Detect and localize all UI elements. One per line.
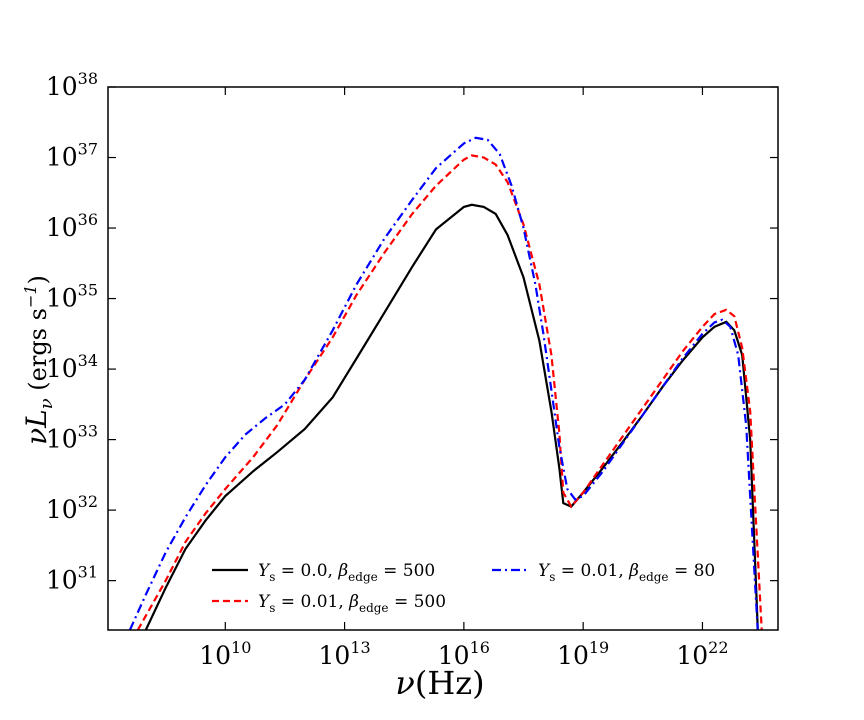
y-tick-label: 1033 (46, 422, 98, 454)
series-layer (128, 136, 763, 630)
x-axis-label: ν(Hz) (395, 664, 484, 702)
y-tick-label: 1034 (46, 351, 98, 383)
legend-label-2: Υs = 0.01, βedge = 500 (258, 592, 446, 615)
y-tick-label: 1038 (46, 69, 98, 101)
y-axis: 1031 1032 1033 1034 1035 1036 1037 1038 (46, 69, 778, 595)
x-tick-label: 1016 (438, 638, 490, 670)
y-tick-label: 1032 (46, 492, 98, 524)
y-tick-label: 1036 (46, 210, 98, 242)
x-axis: 1010 1013 1016 1019 1022 (199, 87, 729, 670)
x-tick-label: 1022 (676, 638, 728, 670)
legend-label-1: Υs = 0.0, βedge = 500 (258, 561, 435, 584)
legend: Υs = 0.0, βedge = 500 Υs = 0.01, βedge = … (212, 561, 715, 615)
x-tick-label: 1010 (199, 638, 251, 670)
series-line-3 (128, 136, 759, 630)
y-tick-label: 1035 (46, 281, 98, 313)
y-tick-label: 1031 (46, 563, 98, 595)
legend-label-3: Υs = 0.01, βedge = 80 (538, 561, 715, 584)
plot-frame (107, 86, 779, 631)
series-line-1 (144, 203, 759, 630)
y-tick-label: 1037 (46, 140, 98, 172)
x-tick-label: 1013 (319, 638, 371, 670)
x-tick-label: 1019 (557, 638, 609, 670)
series-line-2 (136, 154, 763, 630)
y-axis-label: νLν (ergs s−1) (20, 275, 57, 445)
